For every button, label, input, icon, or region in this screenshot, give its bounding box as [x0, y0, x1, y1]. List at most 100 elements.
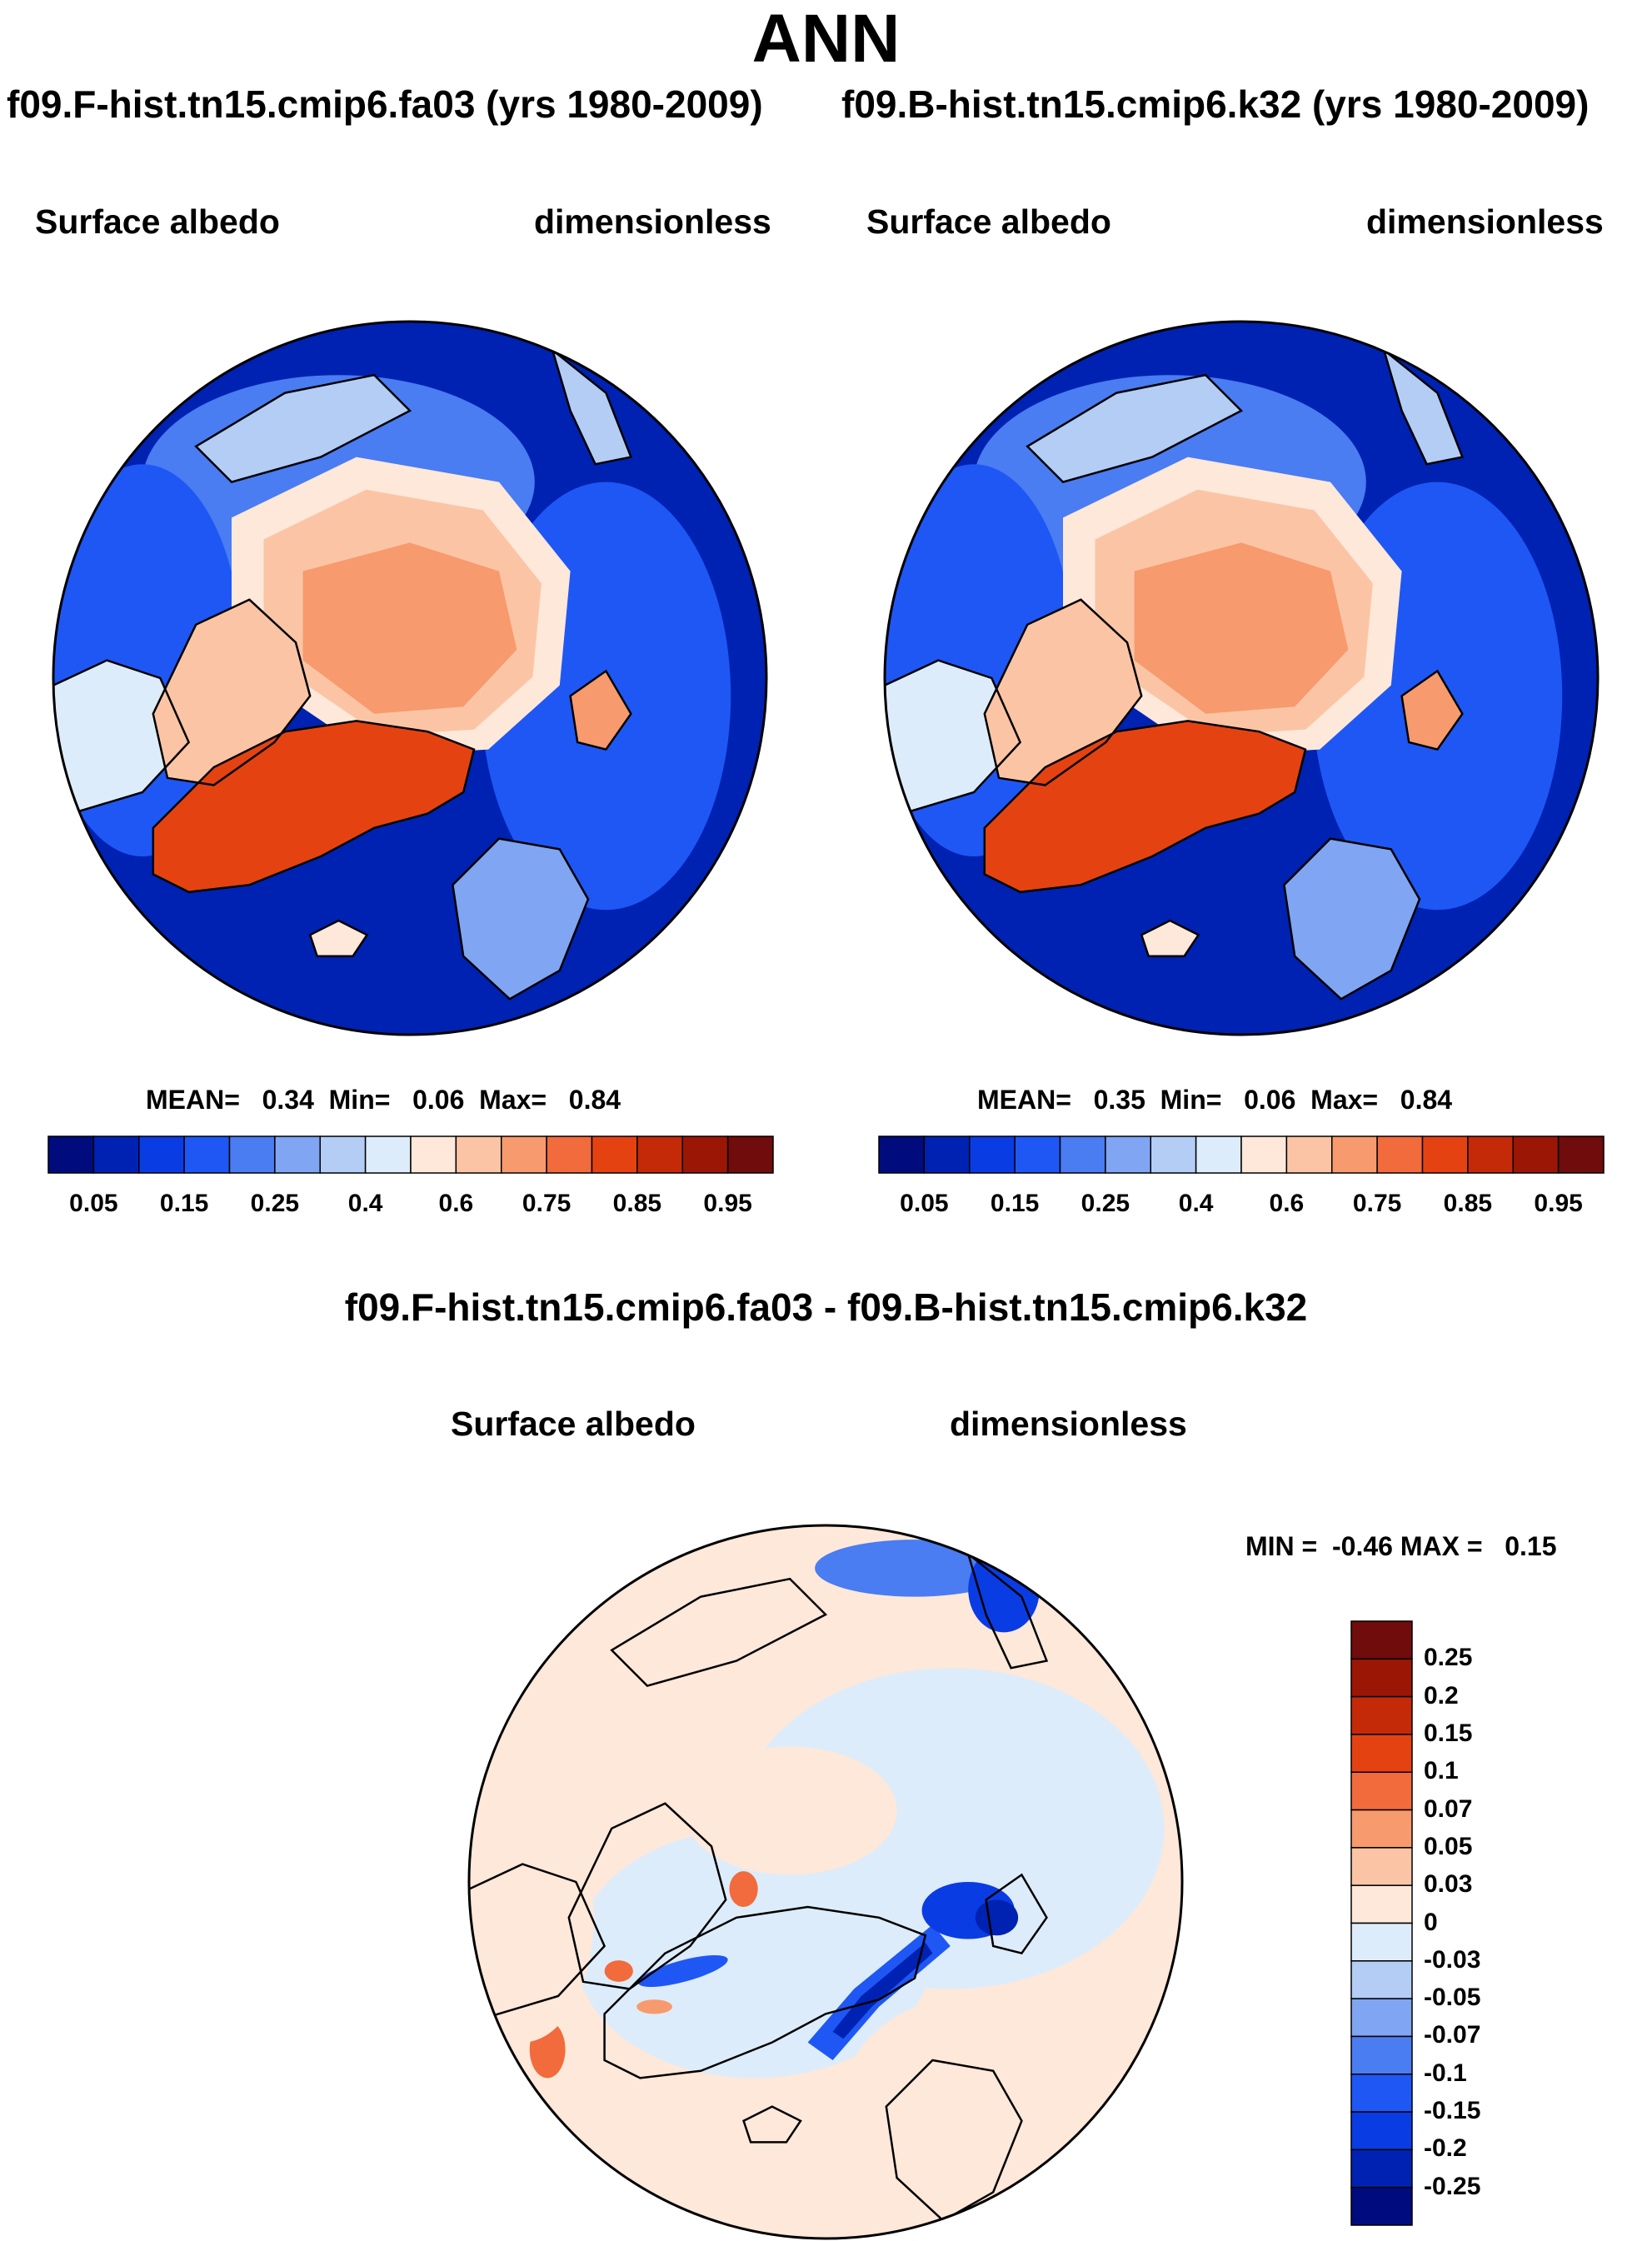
diff-title: f09.F-hist.tn15.cmip6.fa03 - f09.B-hist.…: [344, 1285, 1308, 1329]
cbar-b-tick-3: 0.4: [1178, 1190, 1214, 1217]
cbar-c-tick-4: 0.07: [1424, 1794, 1473, 1823]
arctic-sea-ice-core-fill: [302, 542, 517, 714]
diff-pos-spot-4: [636, 1999, 672, 2014]
cbar-b-box-14: [1512, 1135, 1560, 1174]
colorbar-panel-b: [878, 1135, 1605, 1174]
panel-c-min-label: MIN =: [1245, 1531, 1318, 1561]
cbar-a-box-7: [364, 1135, 412, 1174]
cbar-c-tick-5: 0.05: [1424, 1832, 1473, 1860]
hudson-bay-fill: [885, 660, 1021, 814]
cbar-a-box-5: [274, 1135, 321, 1174]
cbar-b-tick-0: 0.05: [900, 1190, 949, 1217]
diff-coast-kamchatka: [966, 1550, 1049, 1670]
cbar-a-box-13: [636, 1135, 683, 1174]
panel-c-minmax: MIN = -0.46 MAX = 0.15: [1245, 1531, 1556, 1562]
cbar-b-box-8: [1240, 1135, 1288, 1174]
diff-pos-north-america: [469, 1793, 594, 2043]
kamchatka-coast: [1381, 347, 1465, 466]
panel-b-max: 0.84: [1400, 1085, 1453, 1115]
cbar-b-box-13: [1467, 1135, 1514, 1174]
cbar-c-tick-12: -0.15: [1424, 2097, 1481, 2125]
diff-coast-novaya: [985, 1873, 1048, 1955]
cbar-a-box-14: [681, 1135, 729, 1174]
cbar-a-tick-1: 0.15: [159, 1190, 209, 1217]
panel-b-min: 0.06: [1244, 1085, 1296, 1115]
iceland-fill: [308, 919, 369, 958]
cbar-a-tick-0: 0.05: [69, 1190, 118, 1217]
cbar-a-box-1: [92, 1135, 140, 1174]
cbar-b-box-3: [1014, 1135, 1061, 1174]
cbar-a-box-9: [455, 1135, 502, 1174]
cbar-c-tick-6: 0.03: [1424, 1870, 1473, 1899]
archipelago-coast: [152, 598, 312, 786]
cbar-c-box-8: [1350, 1922, 1413, 1962]
cbar-c-box-11: [1350, 2035, 1413, 2075]
cbar-c-tick-7: 0: [1424, 1908, 1438, 1936]
cbar-c-box-4: [1350, 1771, 1413, 1811]
cbar-a-box-3: [183, 1135, 231, 1174]
diff-coast-iceland: [742, 2105, 802, 2144]
panel-b-mean: 0.35: [1093, 1085, 1145, 1115]
diff-neg-baffin: [637, 1954, 728, 1988]
cbar-c-box-5: [1350, 1809, 1413, 1849]
cbar-b-box-10: [1331, 1135, 1378, 1174]
cbar-c-tick-0: 0.25: [1424, 1644, 1473, 1672]
cbar-c-tick-9: -0.05: [1424, 1984, 1481, 2012]
cbar-b-box-2: [969, 1135, 1016, 1174]
cbar-b-box-7: [1195, 1135, 1242, 1174]
cbar-b-box-4: [1059, 1135, 1106, 1174]
diff-coast-greenland: [603, 1905, 927, 2079]
cbar-c-tick-2: 0.15: [1424, 1719, 1473, 1747]
arctic-sea-ice-core-fill: [1134, 542, 1349, 714]
panel-a-max: 0.84: [568, 1085, 621, 1115]
kamchatka-coast: [550, 347, 633, 466]
novaya-zemlya-fill: [1400, 669, 1464, 751]
cbar-c-tick-14: -0.25: [1424, 2172, 1481, 2200]
figure-title: ANN: [751, 1, 901, 77]
cbar-a-box-11: [546, 1135, 593, 1174]
panel-b-variable: Surface albedo: [866, 202, 1111, 241]
cbar-c-box-14: [1350, 2149, 1413, 2189]
panel-a-variable: Surface albedo: [35, 202, 280, 241]
cbar-a-box-6: [319, 1135, 367, 1174]
cbar-b-box-15: [1557, 1135, 1605, 1174]
novaya-zemlya-fill: [569, 669, 632, 751]
cbar-c-box-10: [1350, 1998, 1413, 2038]
panel-a-units: dimensionless: [534, 202, 771, 241]
cbar-b-tick-1: 0.15: [990, 1190, 1040, 1217]
case-a-title: f09.F-hist.tn15.cmip6.fa03 (yrs 1980-200…: [7, 82, 763, 126]
cbar-c-box-7: [1350, 1884, 1413, 1924]
panel-c-max: 0.15: [1505, 1531, 1557, 1561]
diff-coast-archipelago: [567, 1802, 727, 1990]
cbar-a-box-0: [47, 1135, 95, 1174]
diff-neg-core-east-greenland: [832, 1942, 933, 2039]
cbar-c-box-9: [1350, 1960, 1413, 1999]
panel-c-min: -0.46: [1332, 1531, 1393, 1561]
colorbar-diff: [1350, 1620, 1413, 2226]
cbar-c-box-3: [1350, 1734, 1413, 1773]
panel-b-min-label: Min=: [1160, 1085, 1222, 1115]
cbar-b-box-1: [923, 1135, 971, 1174]
cbar-c-tick-1: 0.2: [1424, 1681, 1459, 1709]
alaska-coast: [194, 373, 412, 484]
iceland-fill: [1140, 919, 1200, 958]
cbar-b-box-11: [1376, 1135, 1424, 1174]
diff-neg-barents-core: [975, 1899, 1019, 1936]
panel-b-mean-label: MEAN=: [977, 1085, 1071, 1115]
map-panel-a: [52, 320, 768, 1036]
cbar-c-box-2: [1350, 1695, 1413, 1735]
cbar-c-box-0: [1350, 1620, 1413, 1660]
cbar-b-tick-5: 0.75: [1352, 1190, 1402, 1217]
panel-c-units: dimensionless: [950, 1405, 1187, 1443]
panel-a-stats: MEAN= 0.34 Min= 0.06 Max= 0.84: [146, 1085, 621, 1116]
alaska-coast: [1026, 373, 1244, 484]
greenland-fill: [152, 720, 476, 894]
cbar-b-box-9: [1285, 1135, 1333, 1174]
cbar-b-box-5: [1105, 1135, 1151, 1174]
cbar-c-tick-10: -0.07: [1424, 2021, 1481, 2049]
panel-b-max-label: Max=: [1310, 1085, 1379, 1115]
map-border: [883, 320, 1600, 1036]
panel-a-mean: 0.34: [262, 1085, 314, 1115]
cbar-c-box-6: [1350, 1847, 1413, 1886]
